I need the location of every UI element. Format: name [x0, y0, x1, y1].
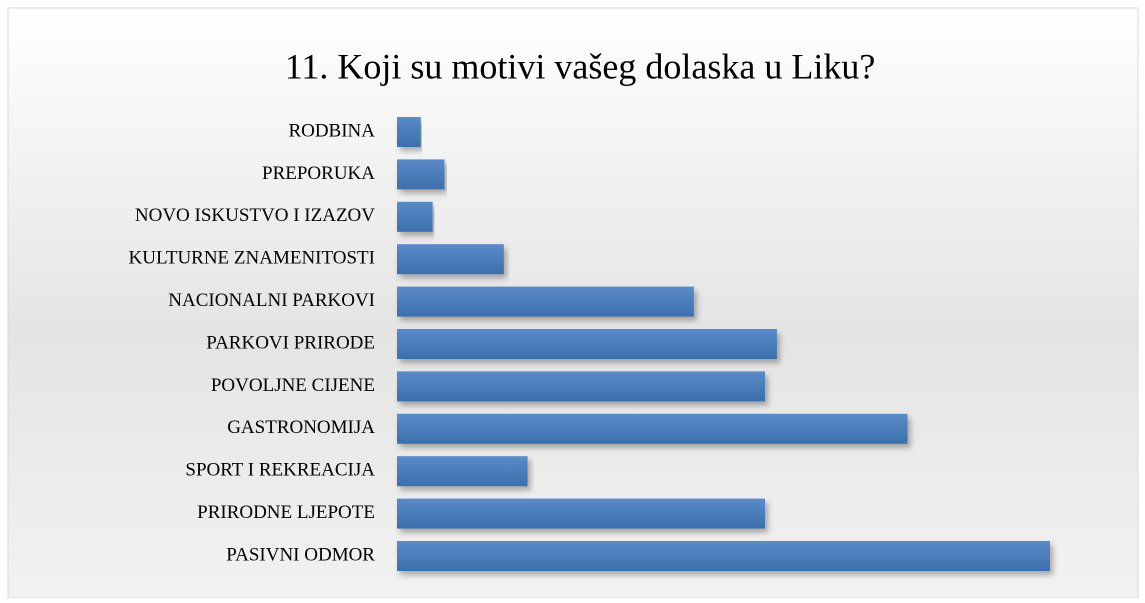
y-tick-label: KULTURNE ZNAMENITOSTI — [129, 248, 375, 269]
bar — [397, 456, 528, 487]
bar — [397, 117, 421, 147]
bar — [397, 541, 1050, 571]
bar — [397, 329, 777, 359]
y-tick-label: PREPORUKA — [262, 163, 375, 184]
bar — [397, 159, 445, 190]
y-tick-label: POVOLJNE CIJENE — [211, 375, 375, 396]
y-tick-label: GASTRONOMIJA — [227, 417, 375, 438]
chart-title: 11. Koji su motivi vašeg dolaska u Liku? — [285, 46, 876, 86]
y-tick-label: SPORT I REKREACIJA — [185, 460, 375, 481]
bar — [397, 413, 908, 444]
y-tick-label: PRIRODNE LJEPOTE — [197, 502, 375, 523]
bar — [397, 201, 433, 232]
y-tick-label: RODBINA — [288, 120, 375, 141]
bar — [397, 498, 766, 529]
y-tick-label: NACIONALNI PARKOVI — [168, 290, 375, 311]
y-tick-label: PASIVNI ODMOR — [226, 544, 375, 565]
bar — [397, 286, 694, 317]
bar — [397, 244, 504, 275]
y-tick-label: NOVO ISKUSTVO I IZAZOV — [135, 205, 375, 226]
bar — [397, 371, 766, 402]
y-tick-label: PARKOVI PRIRODE — [206, 332, 375, 353]
